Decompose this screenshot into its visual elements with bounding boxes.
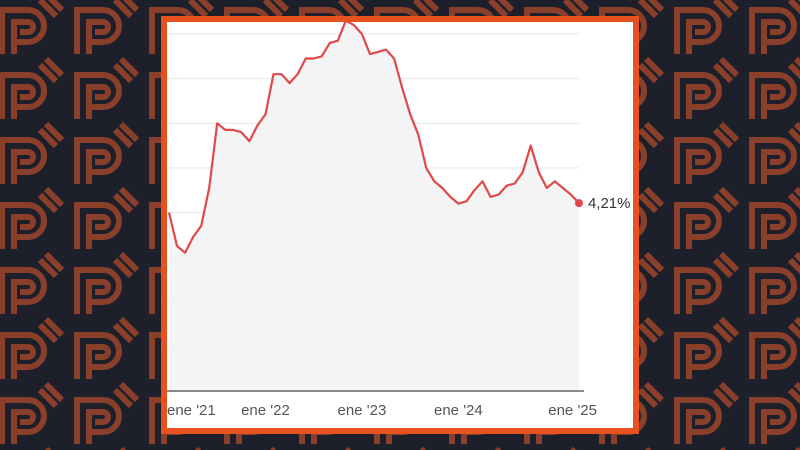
x-tick-label: ene '21: [167, 402, 216, 419]
chart-card: 4,21% ene '21 ene '22 ene '23 ene '24 en…: [161, 16, 639, 434]
x-tick-label: ene '23: [338, 402, 387, 419]
line-chart: 4,21% ene '21 ene '22 ene '23 ene '24 en…: [167, 22, 631, 419]
series-line: [167, 22, 580, 254]
x-tick-labels: ene '21 ene '22 ene '23 ene '24 ene '25: [167, 402, 597, 419]
x-tick-label: ene '22: [241, 402, 290, 419]
area-fill: [169, 22, 579, 391]
x-tick-label: ene '24: [434, 402, 483, 419]
x-tick-label: ene '25: [548, 402, 597, 419]
end-value-label: 4,21%: [588, 195, 631, 212]
end-point-marker: [574, 199, 583, 208]
